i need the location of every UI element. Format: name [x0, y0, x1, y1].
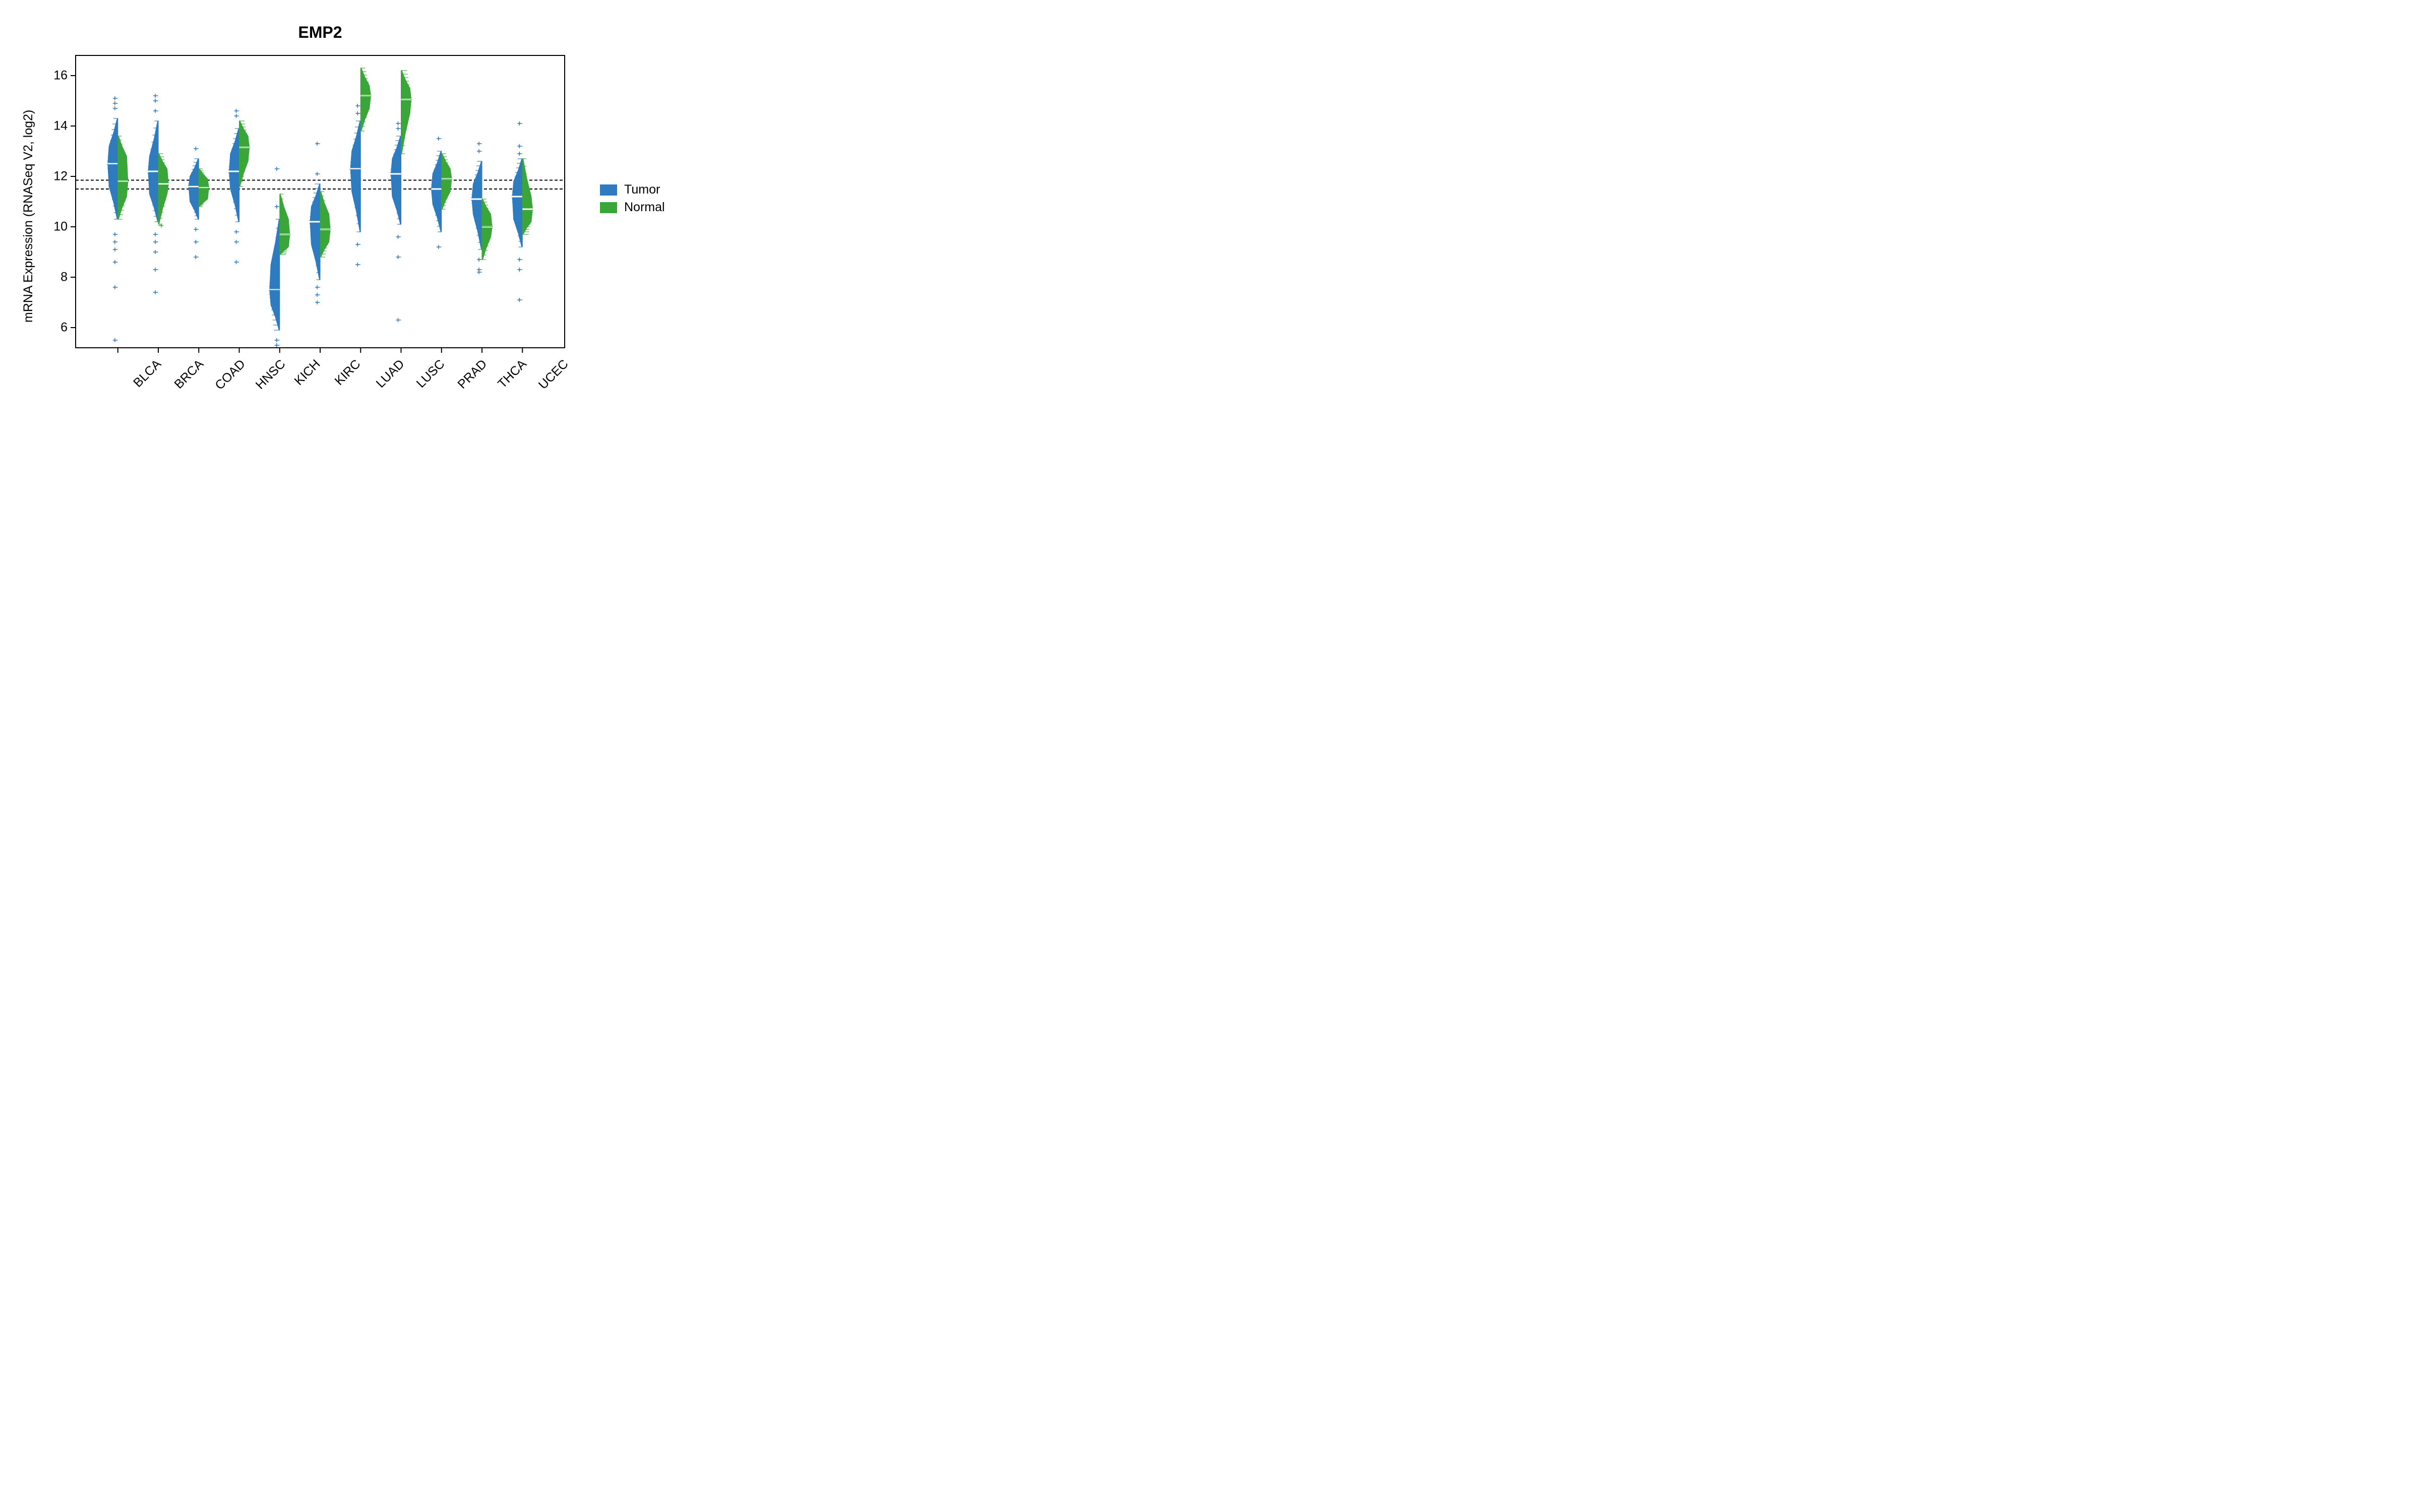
legend-swatch [600, 202, 617, 213]
x-tick-label: BRCA [171, 357, 207, 392]
x-tick-label: LUSC [414, 357, 448, 391]
x-tick-label: KICH [291, 357, 323, 389]
y-tick-label: 14 [45, 119, 68, 134]
legend-label: Normal [624, 200, 665, 215]
x-tick-label: PRAD [455, 357, 490, 392]
legend-swatch [600, 184, 617, 196]
violin-BLCA-tumor [108, 118, 118, 219]
violin-LUAD-tumor [350, 121, 360, 232]
plot-panel [76, 55, 565, 348]
chart-title: EMP2 [76, 23, 565, 42]
violin-PRAD-tumor [432, 151, 442, 232]
x-tick-label: COAD [212, 357, 249, 393]
x-tick-label: LUAD [374, 357, 408, 391]
legend-item-tumor: Tumor [600, 182, 665, 197]
legend-item-normal: Normal [600, 200, 665, 215]
violin-BLCA-normal [118, 136, 128, 219]
violin-KICH-tumor [270, 219, 280, 330]
legend: Tumor Normal [600, 179, 665, 218]
violin-LUAD-normal [360, 68, 371, 131]
violin-BRCA-normal [158, 154, 168, 224]
y-tick-label: 12 [45, 169, 68, 184]
legend-label: Tumor [624, 182, 660, 197]
x-tick-label: HNSC [253, 357, 288, 393]
y-tick-label: 6 [45, 321, 68, 335]
y-axis-label: mRNA Expression (RNASeq V2, log2) [21, 110, 36, 323]
y-tick-label: 16 [45, 69, 68, 83]
violin-UCEC-tumor [512, 159, 522, 247]
violin-THCA-tumor [472, 161, 482, 249]
violin-COAD-tumor [189, 159, 199, 219]
x-tick-label: THCA [495, 357, 530, 392]
violin-LUSC-tumor [391, 136, 401, 224]
figure: EMP2 mRNA Expression (RNASeq V2, log2) 6… [0, 0, 726, 454]
y-tick-label: 10 [45, 220, 68, 234]
violin-LUSC-normal [401, 71, 411, 154]
y-tick-label: 8 [45, 270, 68, 285]
x-tick-label: KIRC [332, 357, 364, 389]
x-tick-label: BLCA [131, 357, 164, 391]
x-tick-label: UCEC [536, 357, 572, 393]
violin-HNSC-tumor [229, 129, 239, 222]
